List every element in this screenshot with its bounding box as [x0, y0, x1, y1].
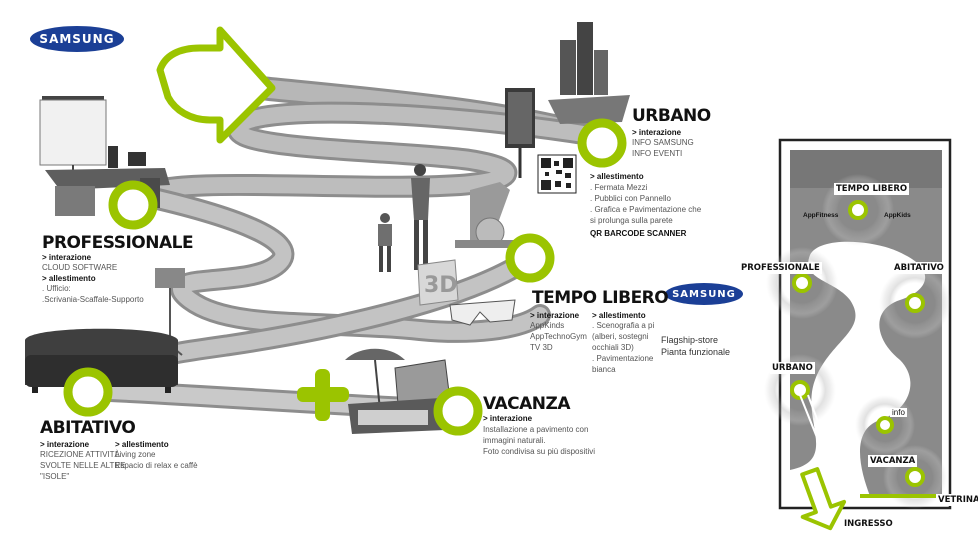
green-plus-icon [297, 369, 349, 421]
hotspot-markers [63, 118, 627, 436]
people-illustration [378, 164, 430, 272]
vacanza-interazione-text: Installazione a pavimento con immagini n… [483, 425, 596, 456]
tempo-libero-allestimento-text: . Scenografia a pi (alberi, sostegni occ… [592, 321, 655, 374]
svg-text:3D: 3D [424, 273, 458, 298]
tempo-libero-title: TEMPO LIBERO [532, 288, 669, 308]
hotspot-professionale [108, 180, 158, 230]
gym-machine-illustration [455, 182, 515, 248]
abitativo-title: ABITATIVO [40, 418, 136, 438]
flagship-caption-line1: Flagship-store [661, 335, 719, 345]
abitativo-interazione-text: RICEZIONE ATTIVITÀ SVOLTE NELLE ALTRE "I… [40, 450, 126, 481]
tempo-libero-interazione-text: AppKinds AppTechnoGym TV 3D [530, 321, 587, 352]
professionale-allestimento-label: > allestimento [42, 274, 96, 283]
urbano-allestimento-text: . Fermata Mezzi . Pubblici con Pannello … [590, 183, 702, 225]
tempo-libero-allestimento-label: > allestimento [592, 311, 646, 320]
urbano-interazione-label: > interazione [632, 128, 682, 137]
tv-3d-illustration: 3D [417, 259, 516, 326]
green-arrow-icon [156, 26, 276, 144]
vacanza-title: VACANZA [483, 394, 571, 414]
plan-label-vacanza: VACANZA [868, 455, 918, 467]
plan-label-tempo-libero: TEMPO LIBERO [834, 183, 910, 195]
hotspot-urbano [577, 118, 627, 168]
abitativo-interazione-label: > interazione [40, 440, 90, 449]
professionale-allestimento-text: . Ufficio: .Scrivania-Scaffale-Supporto [42, 284, 144, 304]
plan-label-abitativo: ABITATIVO [892, 262, 946, 274]
plan-label-vetrina: VETRINA [936, 494, 978, 506]
plan-label-appkids: AppKids [884, 212, 911, 219]
samsung-logo: SAMSUNG [30, 26, 124, 52]
vacanza-interazione-label: > interazione [483, 414, 533, 423]
urbano-interazione-text: INFO SAMSUNG INFO EVENTI [632, 138, 694, 158]
abitativo-allestimento-label: > allestimento [115, 440, 169, 449]
qr-code-icon [537, 154, 577, 194]
urbano-allestimento-label: > allestimento [590, 172, 644, 181]
plan-label-professionale: PROFESSIONALE [739, 262, 822, 274]
plan-label-urbano: URBANO [770, 362, 815, 374]
living-illustration [25, 268, 185, 393]
flagship-caption-line2: Pianta funzionale [661, 347, 731, 357]
professionale-title: PROFESSIONALE [42, 233, 194, 253]
urbano-title: URBANO [632, 106, 711, 126]
urban-illustration [505, 22, 630, 178]
plan-label-appfitness: AppFitness [803, 212, 839, 219]
floor-plan [764, 138, 952, 531]
hotspot-abitativo [63, 367, 113, 417]
abitativo-allestimento-text: Living zone Espacio di relax e caffè [115, 450, 198, 470]
professionale-interazione-label: > interazione [42, 253, 92, 262]
hotspot-vacanza [433, 386, 483, 436]
professionale-interazione-text: CLOUD SOFTWARE [42, 263, 118, 272]
tempo-libero-interazione-label: > interazione [530, 311, 580, 320]
plan-label-info: info [890, 408, 907, 417]
hotspot-tempo-libero [505, 233, 555, 283]
entrance-arrow-icon [800, 467, 847, 531]
suitcase-illustration [345, 348, 451, 434]
plan-label-ingresso: INGRESSO [842, 518, 895, 530]
qr-barcode-label: QR BARCODE SCANNER [590, 229, 687, 238]
samsung-logo-small: SAMSUNG [665, 283, 743, 305]
